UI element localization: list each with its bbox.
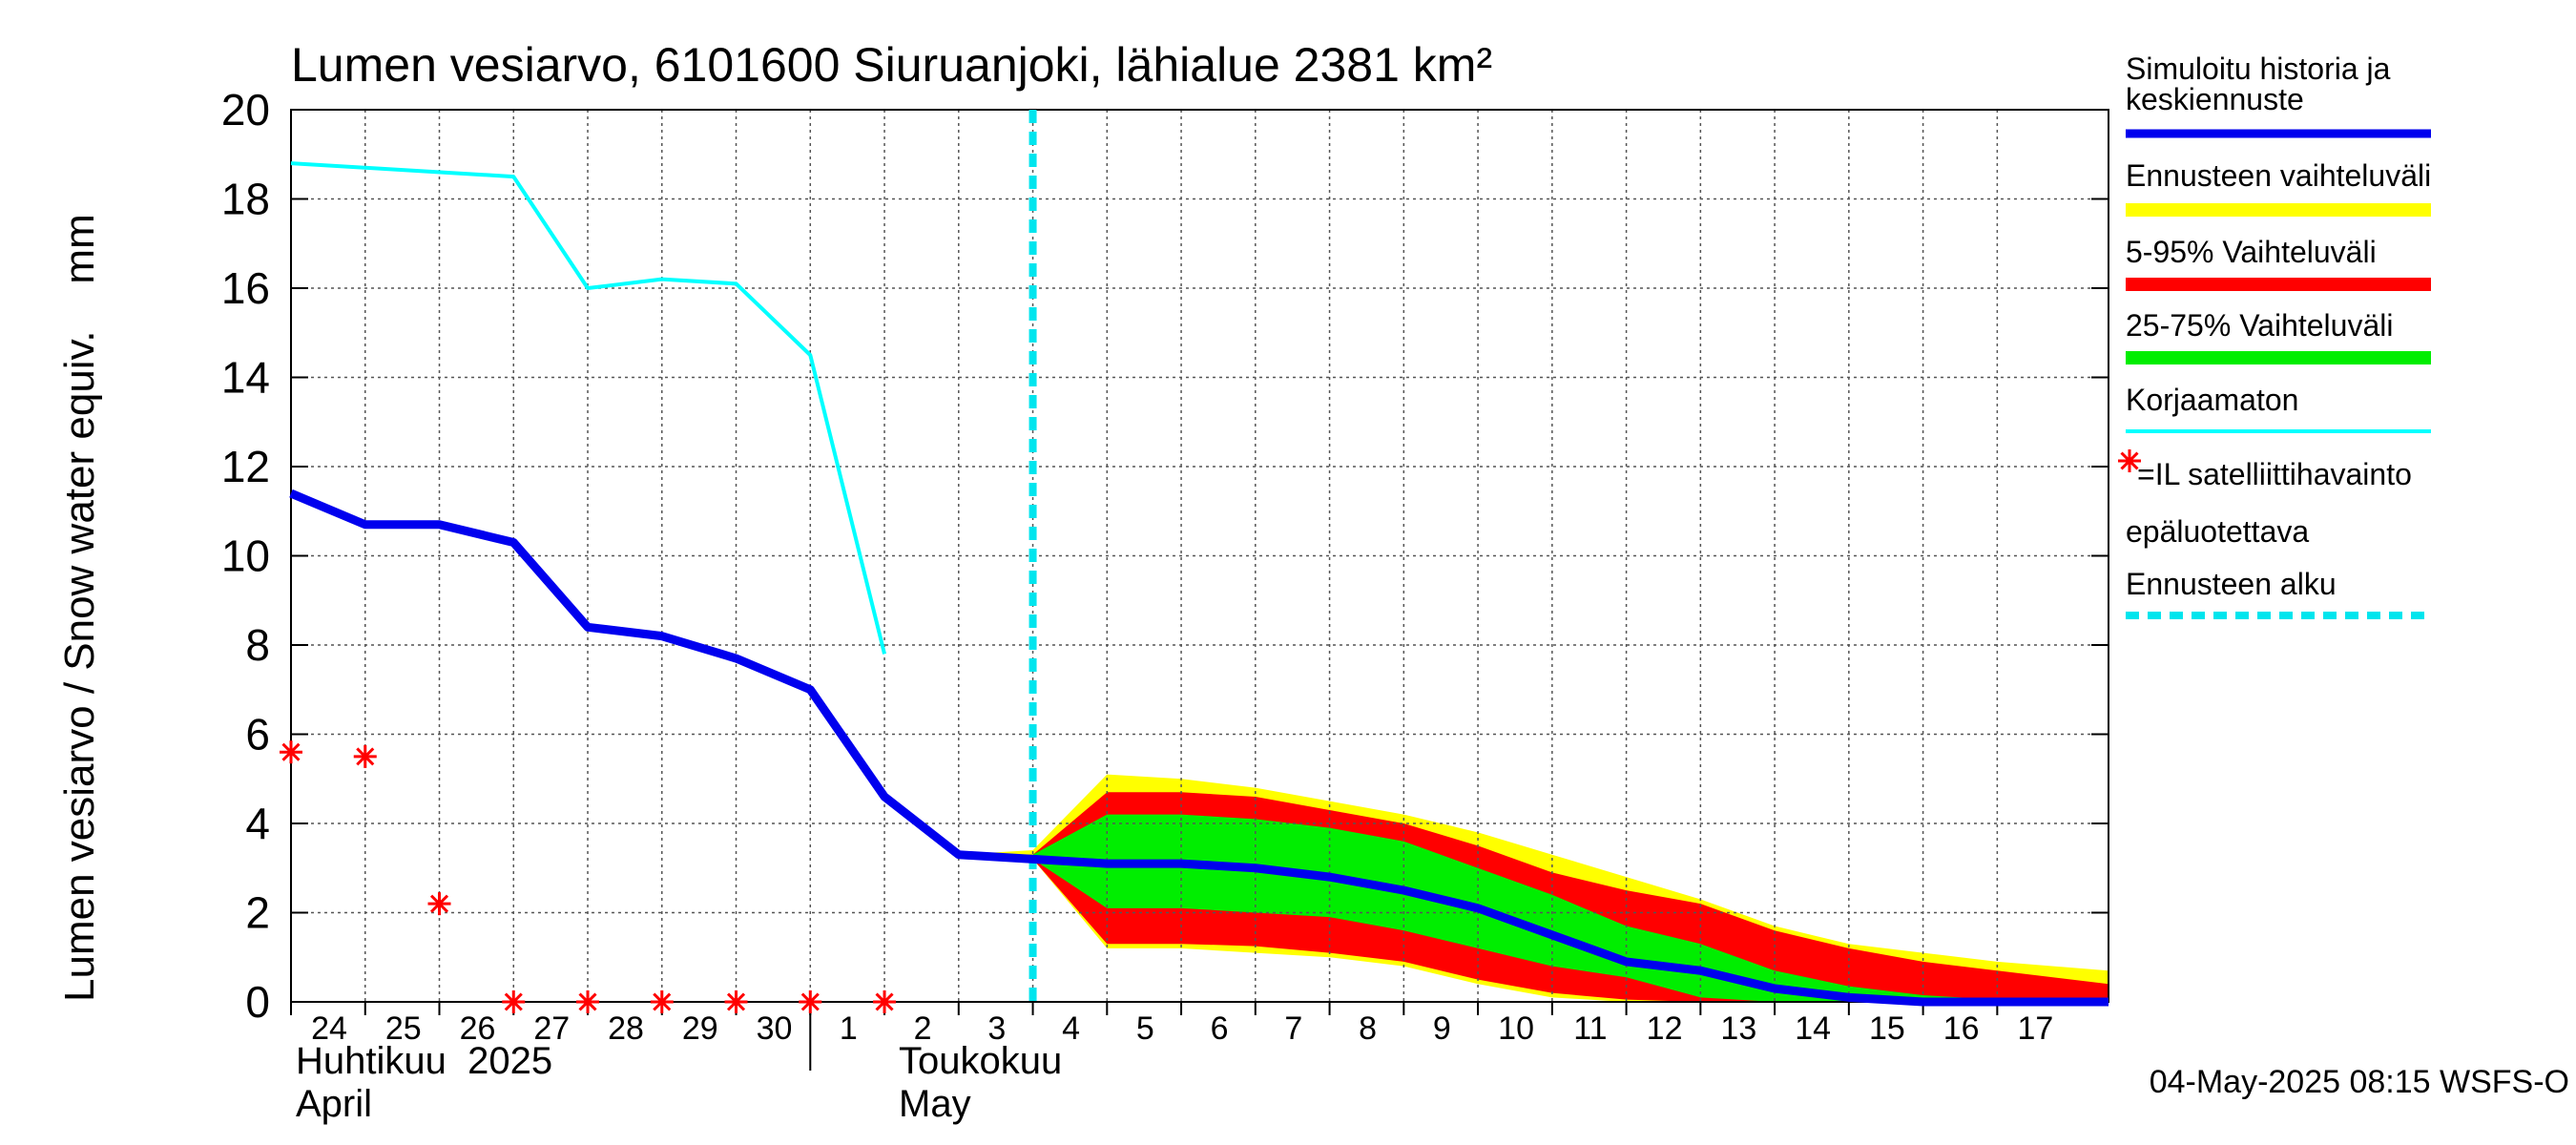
x-tick-label-3: 27 [533,1010,570,1047]
legend-label-3: 25-75% Vaihteluväli [2126,308,2393,343]
month-label-april-en: April [296,1083,372,1125]
band-2 [958,814,2109,1002]
legend-label-6: Ennusteen alku [2126,567,2337,601]
x-tick-label-21: 15 [1869,1010,1905,1047]
y-tick-label-1: 2 [245,888,270,938]
month-label-may-en: May [899,1083,971,1125]
y-tick-label-10: 20 [221,85,270,135]
x-tick-label-5: 29 [682,1010,718,1047]
satellite-marker-1 [353,744,377,768]
x-tick-label-17: 11 [1573,1010,1607,1047]
y-tick-label-6: 12 [221,442,270,491]
y-tick-label-2: 4 [245,799,270,848]
x-tick-label-16: 10 [1498,1010,1534,1047]
forecast-bands [958,774,2109,1002]
satellite-marker-8 [873,990,897,1013]
y-axis-ticks: 0 2 4 6 8 10 12 14 16 18 20 [221,85,2109,1027]
x-tick-label-8: 2 [914,1010,932,1047]
legend-label-4: Korjaamaton [2126,383,2298,417]
x-tick-label-18: 12 [1647,1010,1683,1047]
legend-label-5: =IL satelliittihavainto [2137,457,2412,491]
satellite-marker-3 [502,990,526,1013]
month-label-may-fi: Toukokuu [899,1040,1062,1082]
x-tick-label-19: 13 [1720,1010,1756,1047]
chart-title: Lumen vesiarvo, 6101600 Siuruanjoki, läh… [291,38,1492,92]
x-tick-label-13: 7 [1284,1010,1302,1047]
satellite-marker-4 [576,990,600,1013]
y-tick-label-0: 0 [245,977,270,1027]
x-tick-label-4: 28 [608,1010,644,1047]
satellite-marker-2 [427,892,451,916]
series-line-korjaamaton [290,161,886,655]
footer-timestamp: 04-May-2025 08:15 WSFS-O [2150,1064,2569,1100]
legend-label2-5: epäluotettava [2126,514,2309,549]
x-tick-label-20: 14 [1795,1010,1831,1047]
x-tick-label-7: 1 [840,1010,858,1047]
x-tick-label-22: 16 [1943,1010,1980,1047]
satellite-marker-7 [799,990,822,1013]
y-tick-label-4: 8 [245,620,270,670]
month-label-april-fi: Huhtikuu 2025 [296,1040,552,1082]
x-tick-label-0: 24 [311,1010,347,1047]
series-lines [289,110,2109,1007]
grid-lines [291,110,2109,1002]
y-axis-label: Lumen vesiarvo / Snow water equiv. mm [56,214,103,1002]
y-tick-label-5: 10 [221,531,270,581]
satellite-markers [280,740,897,1013]
x-axis-ticks: 24 25 26 27 28 29 30 1 2 3 4 5 6 7 8 9 10 11 12 13 14 15 16 17 [290,1002,2053,1071]
y-tick-label-9: 18 [221,175,270,224]
x-tick-label-11: 5 [1136,1010,1154,1047]
legend-label-2: 5-95% Vaihteluväli [2126,235,2377,269]
y-tick-label-3: 6 [245,710,270,760]
x-tick-label-2: 26 [460,1010,496,1047]
series-line-simulated [289,489,2109,1007]
x-tick-label-9: 3 [987,1010,1006,1047]
x-tick-label-1: 25 [385,1010,422,1047]
legend-label2-0: keskiennuste [2126,82,2304,116]
legend-swatch-5 [2118,449,2141,472]
satellite-marker-5 [650,990,674,1013]
x-tick-label-23: 17 [2017,1010,2053,1047]
satellite-marker-0 [280,740,302,764]
x-tick-label-6: 30 [757,1010,793,1047]
y-tick-label-8: 16 [221,263,270,313]
x-tick-label-12: 6 [1211,1010,1229,1047]
legend-label-0: Simuloitu historia ja [2126,52,2391,86]
y-tick-label-7: 14 [221,353,270,403]
x-tick-label-14: 8 [1359,1010,1377,1047]
legend-label-1: Ennusteen vaihteluväli [2126,158,2431,193]
x-tick-label-10: 4 [1062,1010,1080,1047]
x-tick-label-15: 9 [1433,1010,1451,1047]
satellite-marker-6 [724,990,748,1013]
